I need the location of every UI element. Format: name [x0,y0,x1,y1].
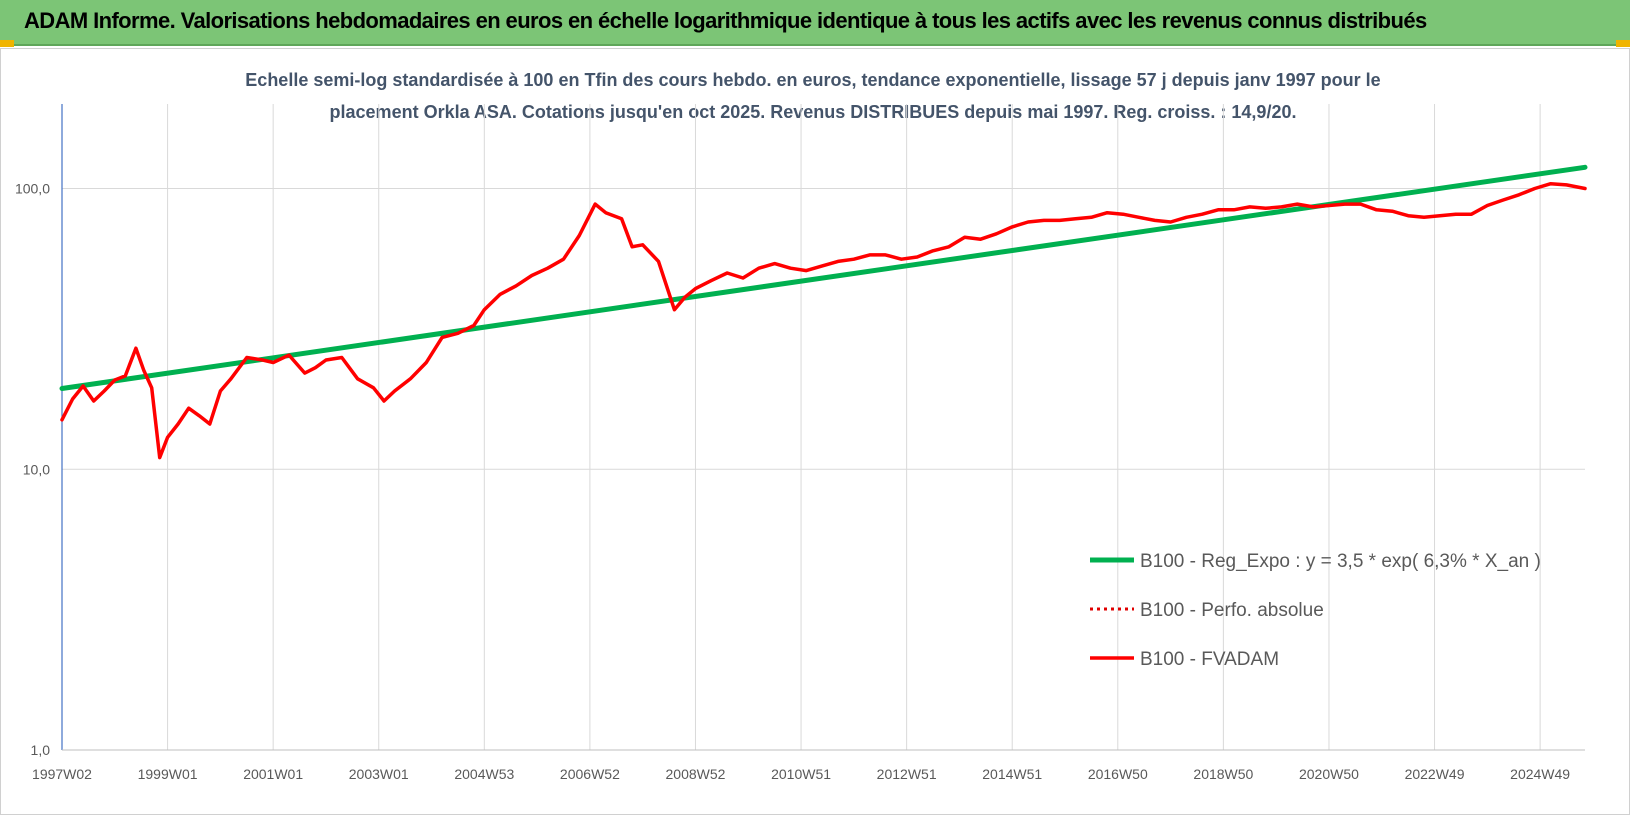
legend: B100 - Reg_Expo : y = 3,5 * exp( 6,3% * … [1090,551,1541,670]
x-tick-label: 2008W52 [666,766,726,782]
x-tick-label: 2010W51 [771,766,831,782]
x-tick-label: 2022W49 [1405,766,1465,782]
subtitle-line-2: placement Orkla ASA. Cotations jusqu'en … [330,102,1297,122]
subtitle-line-1: Echelle semi-log standardisée à 100 en T… [245,70,1380,90]
corner-marker-left [0,40,14,47]
series-layer [59,164,1588,460]
x-tick-label: 1997W02 [32,766,92,782]
y-tick-label: 1,0 [31,742,51,758]
x-tick-label: 2016W50 [1088,766,1148,782]
chart-subtitle: Echelle semi-log standardisée à 100 en T… [245,70,1380,122]
axes: 1997W02 1999W01 2001W01 2003W01 2004W53 2006W… [15,104,1585,782]
legend-label-2: B100 - Perfo. absolue [1140,600,1324,621]
x-tick-label: 2003W01 [349,766,409,782]
title-banner: ADAM Informe. Valorisations hebdomadaire… [0,0,1630,46]
x-tick-label: 2004W53 [454,766,514,782]
corner-marker-right [1616,40,1630,47]
series-line-3 [60,181,1587,460]
y-tick-label: 10,0 [23,461,50,477]
x-tick-label: 2006W52 [560,766,620,782]
chart-area: Echelle semi-log standardisée à 100 en T… [0,48,1630,815]
legend-label-1: B100 - Reg_Expo : y = 3,5 * exp( 6,3% * … [1140,551,1541,572]
x-tick-label: 2001W01 [243,766,303,782]
x-tick-label: 2020W50 [1299,766,1359,782]
x-tick-label: 2018W50 [1193,766,1253,782]
x-tick-label: 1999W01 [138,766,198,782]
banner-title: ADAM Informe. Valorisations hebdomadaire… [24,8,1427,33]
chart-svg: Echelle semi-log standardisée à 100 en T… [15,70,1588,782]
x-tick-label: 2024W49 [1510,766,1570,782]
legend-label-3: B100 - FVADAM [1140,649,1279,670]
x-tick-label: 2012W51 [877,766,937,782]
x-tick-label: 2014W51 [982,766,1042,782]
y-tick-label: 100,0 [15,181,50,197]
